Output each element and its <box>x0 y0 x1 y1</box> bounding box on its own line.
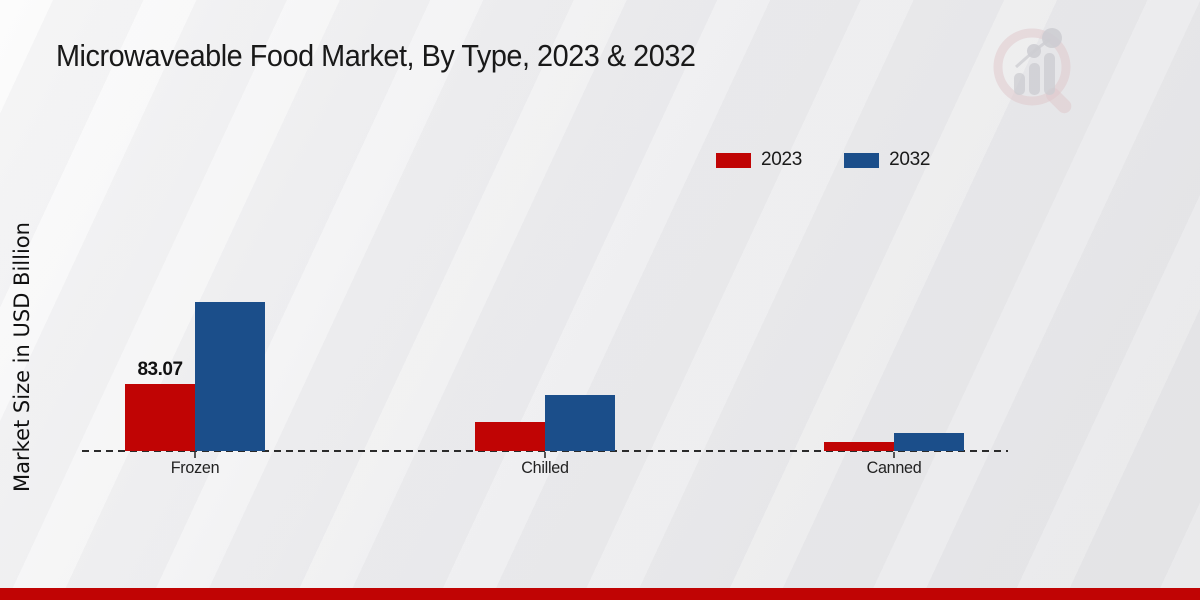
page-title: Microwaveable Food Market, By Type, 2023… <box>56 38 696 73</box>
legend-item-2032: 2032 <box>844 149 930 171</box>
bar-2032-frozen <box>195 302 265 451</box>
footer-accent-band <box>0 588 1200 600</box>
bar-2023-canned <box>824 442 894 451</box>
bar-2023-chilled <box>475 422 545 451</box>
x-axis-category-label: Chilled <box>521 458 569 477</box>
x-axis-tick <box>544 452 546 458</box>
legend-swatch-2032-icon <box>844 152 880 168</box>
x-axis-tick <box>893 452 895 458</box>
x-axis-dashed-baseline <box>82 450 1008 452</box>
magnifier-bar-chart-logo-icon <box>993 28 1072 114</box>
legend-item-2023: 2023 <box>716 149 802 171</box>
bar-2032-chilled <box>545 395 615 451</box>
legend-label: 2023 <box>761 149 803 170</box>
x-axis-category-label: Canned <box>866 458 922 477</box>
x-axis-category-label: Frozen <box>170 458 220 477</box>
bar-2023-frozen <box>125 384 195 451</box>
legend-label: 2032 <box>889 149 931 170</box>
bar-value-label: 83.07 <box>137 359 183 380</box>
x-axis-tick <box>194 452 196 458</box>
legend-swatch-2023-icon <box>716 152 751 168</box>
bar-2032-canned <box>894 433 964 451</box>
chart-legend: 2023 2032 <box>716 149 930 171</box>
